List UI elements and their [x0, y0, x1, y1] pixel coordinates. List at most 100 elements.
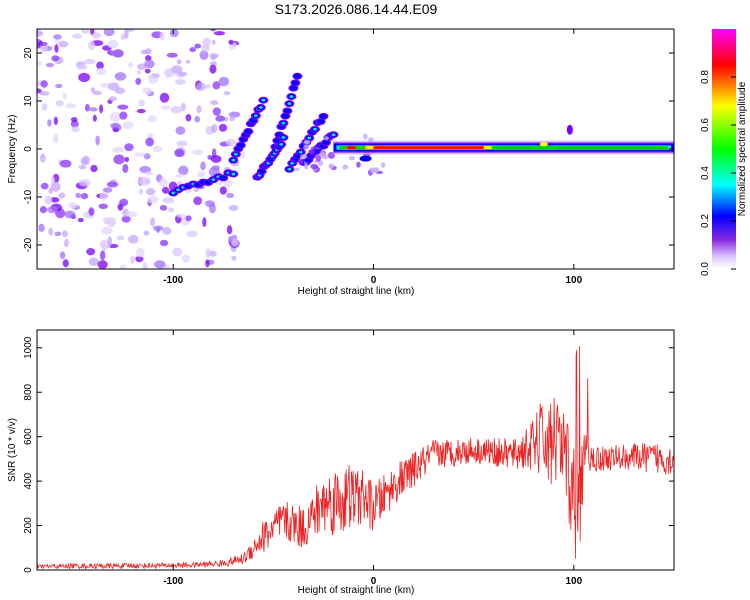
y-tick-label: -20 — [23, 237, 34, 252]
noise-blob — [55, 83, 63, 89]
noise-blob — [122, 121, 134, 129]
noise-blob — [174, 148, 185, 158]
noise-blob — [130, 255, 135, 264]
noise-blob — [223, 90, 231, 96]
colorbar-tick-label: 0.0 — [700, 262, 711, 276]
noise-blob — [70, 120, 79, 128]
chirp-blob-peak — [211, 178, 216, 181]
noise-blob — [38, 91, 50, 96]
noise-blob — [159, 205, 168, 211]
noise-blob — [210, 155, 222, 163]
snr-plot-area — [37, 330, 674, 570]
main-line-red — [373, 146, 484, 149]
noise-blob — [137, 63, 147, 70]
noise-blob — [106, 181, 118, 188]
line-bump-yellow — [539, 142, 548, 147]
x-tick-label: 100 — [565, 275, 582, 286]
noise-blob — [186, 230, 198, 238]
noise-blob — [202, 37, 211, 47]
noise-blob — [89, 107, 98, 112]
noise-blob — [61, 230, 69, 238]
noise-blob — [213, 31, 226, 36]
noise-blob — [142, 87, 153, 95]
noise-blob — [211, 124, 218, 133]
noise-blob — [200, 161, 206, 171]
snr-frame — [36, 329, 675, 571]
noise-blob — [142, 262, 148, 269]
noise-blob — [228, 204, 239, 211]
chirp-blob-peak — [281, 121, 286, 125]
noise-blob — [138, 188, 144, 195]
colorbar-gradient — [712, 29, 736, 269]
figure-title: S173.2026.086.14.44.E09 — [275, 1, 438, 17]
y-tick-label: 1000 — [23, 336, 34, 359]
noise-blob — [166, 52, 178, 58]
noise-blob — [110, 122, 120, 129]
noise-blob — [210, 100, 219, 106]
noise-blob — [88, 40, 96, 50]
noise-blob — [202, 217, 207, 228]
line-dip — [359, 155, 372, 162]
noise-blob — [103, 29, 115, 37]
noise-blob — [209, 53, 219, 59]
noise-blob — [84, 58, 96, 65]
chirp-blob-core — [319, 113, 327, 119]
y-tick-label: 400 — [23, 472, 34, 489]
chirp-blob-core — [289, 85, 297, 91]
colorbar-tick-label: 0.8 — [700, 70, 711, 84]
noise-blob — [54, 39, 59, 44]
y-tick-label: 600 — [23, 428, 34, 445]
noise-blob — [231, 256, 237, 261]
noise-blob — [223, 179, 233, 188]
chirp-blob-peak — [287, 102, 292, 106]
noise-blob — [84, 104, 90, 112]
noise-blob — [80, 192, 89, 200]
noise-blob — [143, 230, 150, 236]
chirp-blob-core — [281, 113, 289, 119]
noise-blob — [159, 31, 165, 41]
noise-blob — [99, 191, 109, 201]
chirp-blob-peak — [171, 191, 176, 195]
x-tick-label: 100 — [565, 576, 582, 587]
chirp-blob-peak — [258, 106, 263, 109]
noise-blob — [205, 248, 211, 259]
noise-blob — [199, 50, 209, 61]
noise-blob — [226, 225, 233, 235]
wisp-blob — [298, 159, 304, 165]
chirp-blob-core — [244, 129, 252, 134]
noise-blob — [62, 92, 67, 100]
noise-blob — [37, 30, 44, 37]
colorbar: 0.0 0.2 0.4 0.6 0.8 Normalized spectral ampl… — [700, 29, 748, 276]
noise-blob — [82, 155, 90, 165]
noise-blob — [193, 196, 203, 206]
noise-blob — [219, 186, 227, 195]
chirp-blob-peak — [261, 98, 266, 102]
noise-blob — [52, 133, 59, 144]
noise-blob — [64, 210, 76, 219]
noise-blob — [81, 29, 90, 34]
noise-blob — [144, 171, 154, 176]
spectrogram-marks — [37, 29, 674, 269]
wisp-blob — [380, 162, 386, 168]
noise-blob — [119, 264, 127, 269]
snr-ylabel: SNR (10 * v/v) — [7, 418, 18, 482]
chirp-blob-peak — [253, 114, 258, 118]
noise-blob — [228, 111, 241, 118]
noise-blob — [41, 103, 48, 111]
noise-blob — [99, 250, 106, 261]
noise-blob — [211, 165, 220, 171]
noise-blob — [78, 179, 91, 187]
noise-blob — [159, 92, 170, 103]
chirp-blob-peak — [289, 95, 294, 98]
noise-blob — [128, 61, 134, 68]
noise-blob — [113, 154, 125, 165]
noise-blob — [59, 251, 66, 260]
noise-blob — [109, 112, 122, 122]
noise-blob — [194, 43, 202, 49]
noise-blob — [112, 49, 124, 58]
wisp-blob — [294, 167, 300, 171]
noise-blob — [211, 39, 216, 45]
